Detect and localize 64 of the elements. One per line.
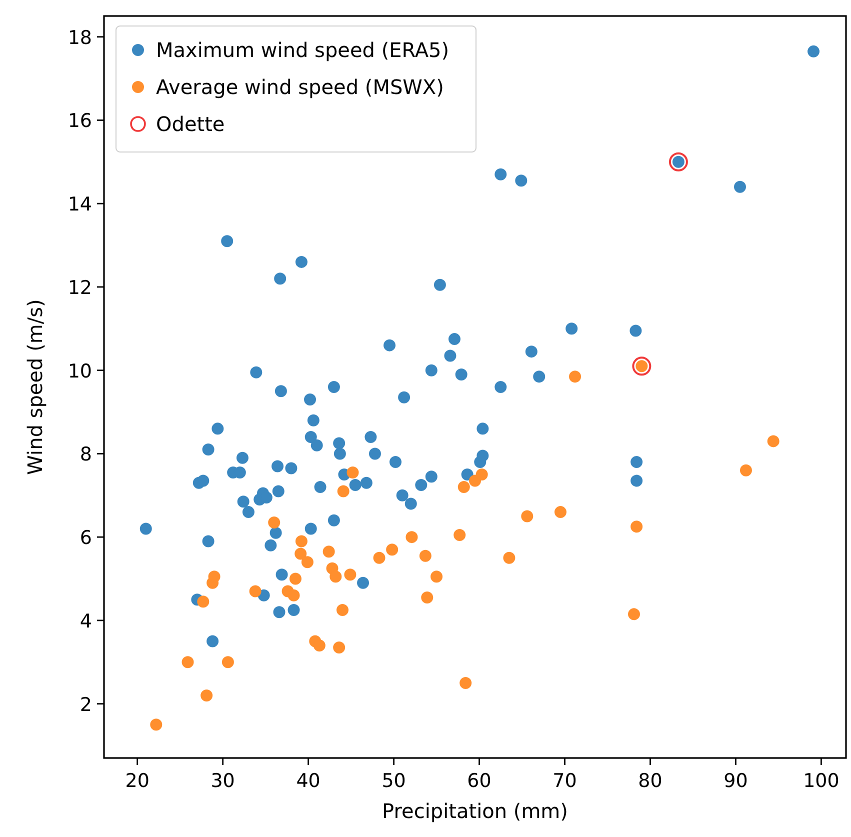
x-tick-label: 90	[724, 770, 748, 792]
point	[668, 152, 688, 172]
point	[182, 656, 194, 668]
point	[313, 639, 326, 652]
point	[344, 568, 356, 581]
y-tick-label: 4	[80, 610, 92, 632]
point	[288, 589, 300, 602]
y-tick-label: 18	[68, 26, 92, 49]
x-tick-label: 50	[382, 770, 406, 792]
point	[476, 468, 488, 481]
point	[222, 656, 234, 668]
y-tick-label: 16	[68, 110, 92, 132]
legend-label: Odette	[156, 112, 225, 136]
point	[336, 604, 348, 616]
point	[454, 528, 466, 541]
x-tick-label: 40	[296, 770, 320, 792]
point	[740, 464, 752, 476]
point	[268, 516, 280, 528]
point	[632, 356, 652, 376]
y-tick-label: 12	[68, 276, 92, 299]
point	[197, 596, 210, 608]
x-tick-label: 100	[803, 770, 840, 792]
point	[458, 481, 470, 494]
point	[430, 570, 443, 583]
legend-label: Maximum wind speed (ERA5)	[156, 38, 450, 62]
point	[421, 592, 434, 604]
x-tick-label: 80	[638, 770, 662, 792]
point	[503, 552, 516, 564]
x-tick-label: 20	[125, 770, 150, 792]
x-tick-label: 60	[467, 770, 492, 792]
point	[208, 570, 220, 583]
y-tick-label: 10	[68, 360, 92, 382]
point	[460, 676, 472, 689]
point	[346, 466, 359, 478]
point	[521, 510, 534, 522]
point	[301, 556, 314, 568]
point	[295, 535, 308, 548]
point	[386, 544, 398, 556]
y-tick-label: 14	[68, 194, 92, 216]
point	[150, 718, 162, 731]
point	[322, 546, 335, 558]
point	[630, 520, 643, 533]
legend-label: Average wind speed (MSWX)	[156, 75, 444, 99]
y-axis-title: Wind speed (m/s)	[23, 299, 47, 475]
x-tick-label: 30	[210, 770, 235, 792]
point	[289, 572, 302, 585]
point	[200, 689, 213, 702]
point	[767, 435, 780, 448]
point	[330, 570, 342, 583]
point	[406, 531, 418, 544]
point	[554, 506, 566, 518]
point	[294, 548, 307, 560]
point	[333, 642, 346, 654]
y-tick-label: 8	[80, 444, 92, 466]
point	[249, 585, 262, 598]
point	[628, 608, 640, 620]
point	[569, 370, 582, 383]
point	[337, 485, 350, 498]
y-tick-label: 6	[80, 527, 92, 550]
point	[373, 552, 386, 564]
x-tick-label: 70	[552, 770, 577, 792]
y-tick-label: 2	[80, 694, 92, 716]
point	[419, 550, 432, 562]
x-axis-title: Precipitation (mm)	[382, 799, 568, 823]
